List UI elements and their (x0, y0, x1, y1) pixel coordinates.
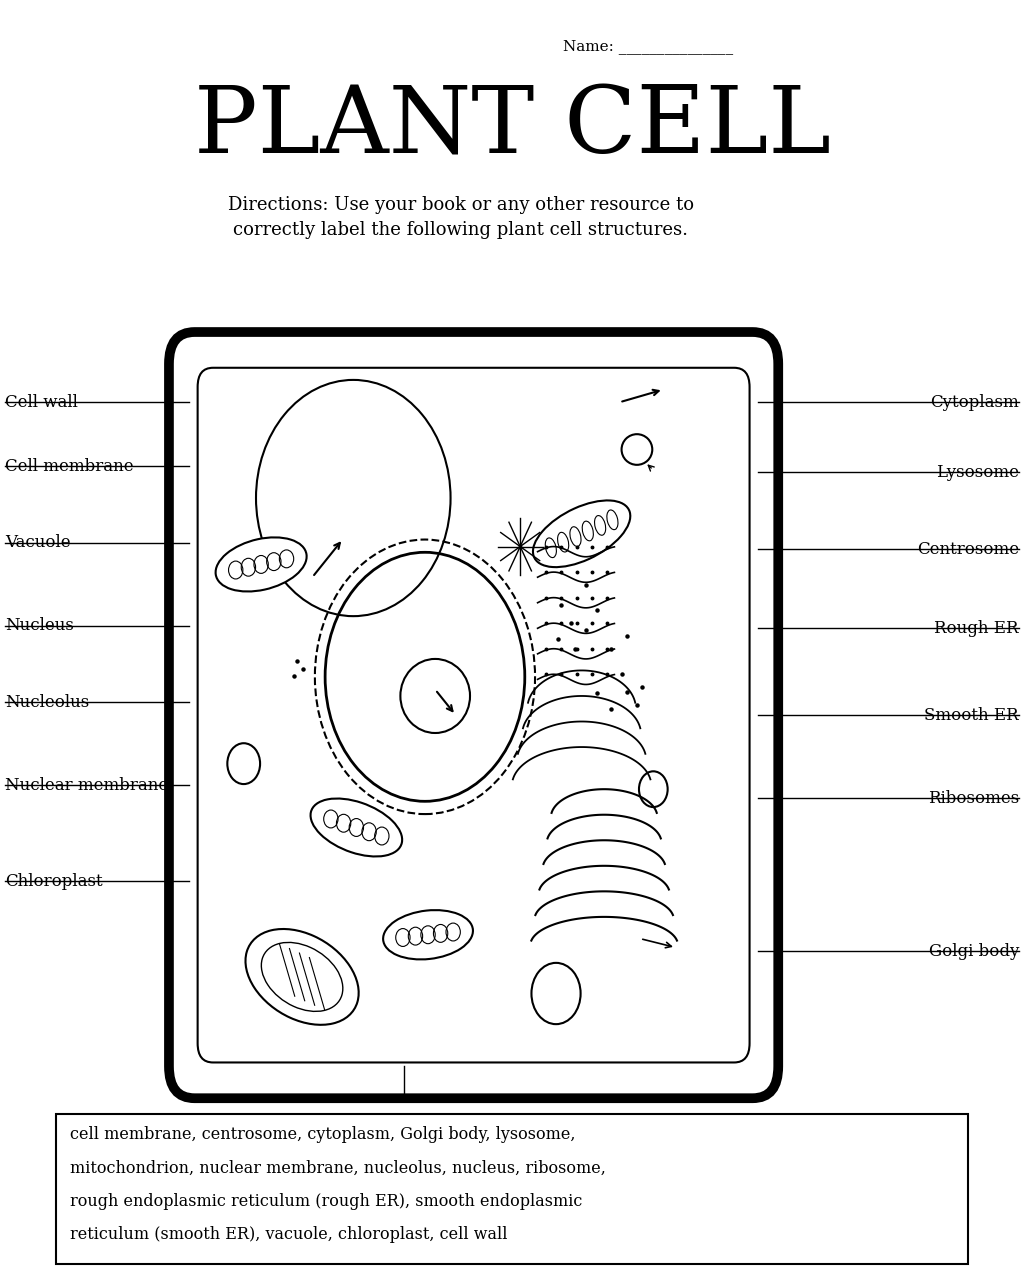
Text: rough endoplasmic reticulum (rough ER), smooth endoplasmic: rough endoplasmic reticulum (rough ER), … (70, 1193, 582, 1209)
Text: Nucleolus: Nucleolus (5, 693, 89, 711)
Ellipse shape (216, 538, 306, 591)
Text: Centrosome: Centrosome (916, 540, 1019, 558)
Ellipse shape (310, 798, 402, 857)
Text: Vacuole: Vacuole (5, 534, 71, 552)
Text: Directions: Use your book or any other resource to
correctly label the following: Directions: Use your book or any other r… (227, 195, 694, 239)
Text: Cell wall: Cell wall (5, 393, 78, 411)
Ellipse shape (532, 501, 631, 567)
Text: Nucleus: Nucleus (5, 617, 74, 635)
Text: Golgi body: Golgi body (929, 942, 1019, 960)
Text: mitochondrion, nuclear membrane, nucleolus, nucleus, ribosome,: mitochondrion, nuclear membrane, nucleol… (70, 1160, 605, 1176)
Text: Cell membrane: Cell membrane (5, 457, 134, 475)
Text: Lysosome: Lysosome (936, 464, 1019, 481)
Text: PLANT CELL: PLANT CELL (194, 83, 830, 172)
Text: reticulum (smooth ER), vacuole, chloroplast, cell wall: reticulum (smooth ER), vacuole, chloropl… (70, 1226, 507, 1243)
Text: Chloroplast: Chloroplast (5, 872, 102, 890)
FancyBboxPatch shape (56, 1114, 968, 1264)
Ellipse shape (383, 911, 473, 959)
Text: Smooth ER: Smooth ER (925, 706, 1019, 724)
Text: Nuclear membrane: Nuclear membrane (5, 776, 168, 794)
Ellipse shape (246, 928, 358, 1025)
Text: Rough ER: Rough ER (934, 619, 1019, 637)
Text: Name: _______________: Name: _______________ (563, 38, 733, 54)
Text: Ribosomes: Ribosomes (928, 789, 1019, 807)
Text: cell membrane, centrosome, cytoplasm, Golgi body, lysosome,: cell membrane, centrosome, cytoplasm, Go… (70, 1126, 575, 1143)
Text: Mitochondrion: Mitochondrion (342, 1117, 467, 1134)
Text: Cytoplasm: Cytoplasm (930, 393, 1019, 411)
